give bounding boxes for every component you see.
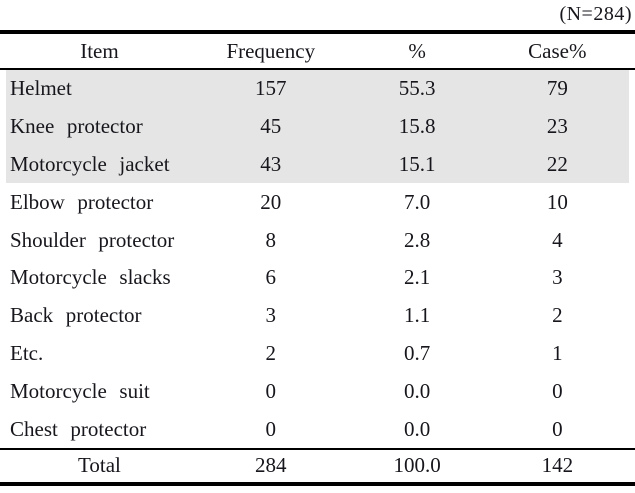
cell-case-percent: 0 [552,416,563,441]
cell-frequency: 3 [265,303,277,328]
header-case-percent: Case% [528,38,587,63]
table-row: Knee protector 45 15.8 23 [6,107,629,146]
table-row: Helmet 157 55.3 79 [6,70,629,108]
total-label: Total [78,453,121,478]
cell-percent: 7.0 [404,189,431,214]
cell-percent: 15.8 [398,114,436,139]
cell-percent: 0.0 [404,378,431,403]
cell-frequency: 45 [260,114,282,139]
table-row: Shoulder protector 8 2.8 4 [6,221,629,259]
cell-percent: 1.1 [404,303,431,328]
table-row: Chest protector 0 0.0 0 [6,410,629,448]
cell-percent: 55.3 [398,76,436,101]
cell-case-percent: 1 [552,340,563,365]
cell-frequency: 157 [255,76,287,101]
cell-case-percent: 79 [546,76,568,101]
cell-case-percent: 10 [546,189,568,214]
table-header-row: Item Frequency % Case% [6,34,629,68]
table-row: Elbow protector 20 7.0 10 [6,183,629,221]
table-row: Motorcycle suit 0 0.0 0 [6,372,629,410]
cell-item: Helmet [10,76,72,101]
cell-frequency: 20 [260,189,282,214]
cell-frequency: 2 [265,340,277,365]
cell-case-percent: 2 [552,303,563,328]
cell-item: Motorcycle slacks [10,265,171,290]
cell-item: Motorcycle jacket [10,151,170,176]
cell-item: Back protector [10,303,142,328]
total-case-percent: 142 [541,453,574,478]
table-body: Helmet 157 55.3 79 Knee protector 45 15.… [0,70,635,448]
cell-frequency: 0 [265,416,277,441]
top-rule [0,30,635,34]
header-item: Item [80,38,119,63]
table-row: Motorcycle jacket 43 15.1 22 [6,145,629,184]
total-percent: 100.0 [393,453,441,478]
cell-frequency: 43 [260,151,282,176]
cell-item: Chest protector [10,416,147,441]
table-row: Back protector 3 1.1 2 [6,297,629,335]
cell-item: Knee protector [10,114,143,139]
bottom-rule [0,481,635,486]
cell-percent: 2.1 [404,265,431,290]
table-total-row: Total 284 100.0 142 [6,450,629,482]
cell-frequency: 0 [265,378,277,403]
header-percent: % [408,38,426,63]
cell-frequency: 8 [265,227,277,252]
total-frequency: 284 [255,453,287,478]
cell-case-percent: 4 [552,227,563,252]
cell-percent: 2.8 [404,227,431,252]
total-rule [0,447,635,450]
cell-frequency: 6 [265,265,277,290]
cell-percent: 0.0 [404,416,431,441]
table-row: Etc. 2 0.7 1 [6,335,629,373]
cell-item: Shoulder protector [10,227,175,252]
table-row: Motorcycle slacks 6 2.1 3 [6,259,629,297]
cell-item: Motorcycle suit [10,378,150,403]
header-rule [0,68,635,70]
cell-percent: 0.7 [404,340,431,365]
cell-case-percent: 23 [546,114,568,139]
cell-item: Etc. [10,340,44,365]
cell-percent: 15.1 [398,151,436,176]
header-frequency: Frequency [226,38,316,63]
sample-size-note: (N=284) [559,3,632,25]
cell-case-percent: 0 [552,378,563,403]
cell-item: Elbow protector [10,189,154,214]
cell-case-percent: 22 [546,151,568,176]
cell-case-percent: 3 [552,265,563,290]
